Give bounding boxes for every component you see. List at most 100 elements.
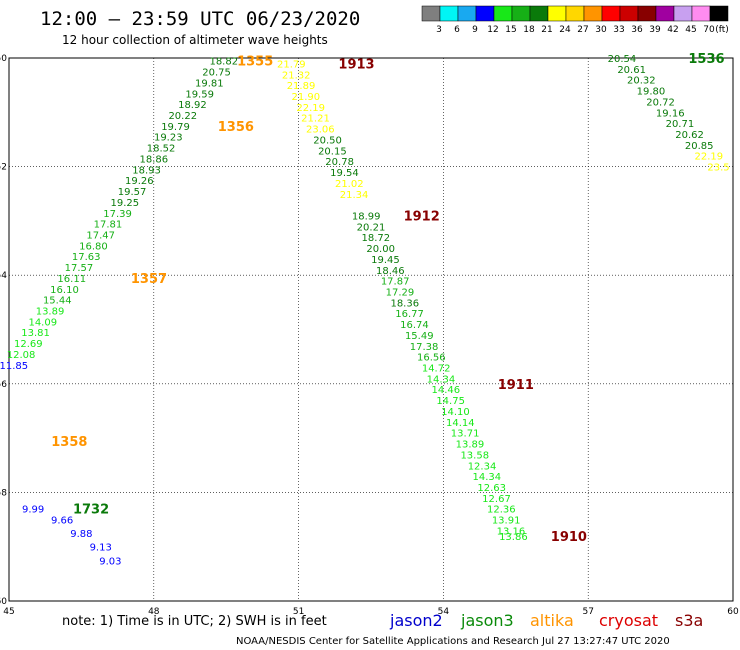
wave-height-label: 21.32	[282, 70, 311, 81]
wave-height-label: 11.85	[0, 361, 28, 372]
wave-height-label: 18.36	[390, 298, 419, 309]
legend-swatch	[709, 5, 729, 22]
wave-height-label: 12.36	[487, 505, 516, 516]
y-tick-label: -58	[0, 488, 7, 498]
wave-height-label: 13.91	[492, 516, 521, 527]
wave-height-label: 17.39	[103, 209, 132, 220]
x-tick-label: 51	[293, 607, 304, 617]
legend-swatch	[637, 5, 657, 22]
wave-height-label: 19.57	[118, 187, 147, 198]
wave-height-label: 12.34	[468, 461, 497, 472]
wave-height-label: 23.5	[707, 163, 729, 174]
wave-height-label: 22.19	[695, 152, 724, 163]
wave-height-label: 14.34	[427, 374, 456, 385]
legend-label: 24	[559, 25, 571, 35]
wave-height-label: 19.59	[185, 89, 214, 100]
y-tick-label: -54	[0, 271, 7, 281]
wave-height-label: 18.86	[139, 154, 168, 165]
x-tick-label: 60	[727, 607, 739, 617]
wave-height-label: 18.92	[178, 100, 207, 111]
wave-height-label: 20.21	[357, 222, 386, 233]
legend-swatch	[457, 5, 477, 22]
pass-time-label: 1732	[73, 503, 109, 518]
satellite-name: s3a	[675, 611, 703, 630]
wave-height-label: 17.81	[94, 220, 123, 231]
legend-label: 12	[487, 25, 498, 35]
wave-height-label: 20.50	[313, 135, 342, 146]
wave-height-label: 9.88	[70, 529, 92, 540]
wave-height-label: 17.57	[65, 263, 94, 274]
pass-time-label: 1358	[51, 435, 87, 450]
plot-frame	[8, 57, 734, 602]
wave-height-label: 22.19	[296, 103, 325, 114]
satellite-legend: jason2 jason3 altika cryosat s3a	[389, 611, 703, 630]
wave-height-label: 17.63	[72, 252, 101, 263]
wave-height-label: 20.15	[318, 146, 347, 157]
legend-swatch	[493, 5, 513, 22]
wave-height-label: 20.22	[168, 111, 197, 122]
satellite-name: cryosat	[599, 611, 658, 630]
pass-time-label: 1912	[404, 209, 440, 224]
x-tick-label: 57	[582, 607, 593, 617]
wave-height-label: 18.99	[352, 211, 381, 222]
legend-unit: (ft)	[715, 25, 729, 35]
legend-swatch	[565, 5, 585, 22]
wave-height-label: 18.72	[362, 233, 391, 244]
wave-height-label: 17.29	[386, 287, 415, 298]
wave-height-label: 21.34	[340, 190, 369, 201]
chart-title: 12:00 — 23:59 UTC 06/23/2020	[40, 8, 360, 30]
chart-subtitle: 12 hour collection of altimeter wave hei…	[62, 33, 328, 47]
wave-height-label: 19.16	[656, 108, 685, 119]
wave-height-label: 20.54	[608, 54, 637, 65]
legend-swatch	[547, 5, 567, 22]
wave-height-label: 13.89	[36, 306, 65, 317]
y-tick-label: -60	[0, 597, 7, 607]
legend-label: 21	[541, 25, 552, 35]
wave-height-label: 14.10	[441, 407, 470, 418]
wave-height-label: 17.47	[86, 230, 115, 241]
legend-label: 36	[631, 25, 643, 35]
wave-height-label: 23.06	[306, 125, 335, 136]
legend-swatch	[601, 5, 621, 22]
wave-height-label: 15.44	[43, 296, 72, 307]
legend-label: 70	[703, 25, 715, 35]
wave-height-label: 16.74	[400, 320, 429, 331]
legend-swatch	[619, 5, 639, 22]
wave-height-label: 14.46	[431, 385, 460, 396]
pass-time-label: 1357	[131, 272, 167, 287]
wave-height-label: 16.10	[50, 285, 79, 296]
wave-height-label: 14.09	[28, 317, 57, 328]
legend-label: 45	[685, 25, 696, 35]
wave-height-label: 13.16	[497, 526, 526, 537]
legend-swatch	[421, 5, 441, 22]
legend-label: 27	[577, 25, 588, 35]
legend-label: 6	[454, 25, 460, 35]
wave-height-label: 12.69	[14, 339, 43, 350]
wave-height-label: 14.14	[446, 418, 475, 429]
wave-height-label: 16.56	[417, 353, 446, 364]
wave-height-label: 19.25	[111, 198, 140, 209]
wave-height-label: 17.38	[410, 342, 439, 353]
wave-height-label: 14.72	[422, 364, 451, 375]
satellite-tracks: 9.039.139.889.669.99 173218.8220.7519.811…	[0, 52, 730, 567]
legend-label: 15	[505, 25, 516, 35]
pass-time-label: 1355	[237, 55, 273, 70]
wave-height-label: 14.75	[436, 396, 465, 407]
legend-swatch	[511, 5, 531, 22]
axis-ticks: 45 48 51 54 57 60 -50 -52 -54 -56 -58 -60	[0, 54, 739, 617]
wave-height-label: 20.72	[646, 97, 675, 108]
wave-height-label: 20.85	[685, 141, 714, 152]
wave-height-label: 16.11	[57, 274, 86, 285]
legend-swatch	[475, 5, 495, 22]
wave-height-label: 21.89	[287, 81, 316, 92]
wave-height-label: 20.61	[617, 65, 646, 76]
legend-swatch	[673, 5, 693, 22]
wave-height-label: 12.63	[477, 483, 506, 494]
y-tick-label: -52	[0, 163, 7, 173]
units-note: note: 1) Time is in UTC; 2) SWH is in fe…	[62, 614, 327, 629]
wave-height-label: 17.87	[381, 277, 410, 288]
wave-height-label: 20.71	[666, 119, 695, 130]
wave-height-label: 9.13	[90, 543, 112, 554]
x-tick-label: 45	[3, 607, 14, 617]
wave-height-label: 19.23	[154, 133, 183, 144]
